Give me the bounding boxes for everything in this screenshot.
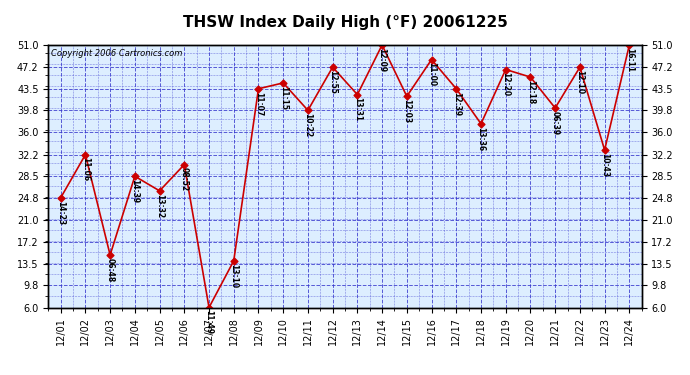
- Text: 12:39: 12:39: [452, 92, 461, 116]
- Text: 12:09: 12:09: [377, 48, 386, 72]
- Point: [451, 86, 462, 92]
- Text: 08:52: 08:52: [180, 167, 189, 192]
- Point: [277, 80, 288, 86]
- Point: [253, 86, 264, 92]
- Point: [129, 173, 140, 179]
- Text: 13:36: 13:36: [477, 126, 486, 151]
- Text: 11:06: 11:06: [81, 158, 90, 182]
- Text: 10:22: 10:22: [304, 113, 313, 137]
- Point: [624, 42, 635, 48]
- Point: [550, 105, 561, 111]
- Point: [574, 64, 585, 70]
- Point: [302, 107, 313, 113]
- Point: [154, 188, 165, 194]
- Text: 06:39: 06:39: [551, 111, 560, 135]
- Text: 06:48: 06:48: [106, 258, 115, 282]
- Text: 13:31: 13:31: [353, 98, 362, 122]
- Text: 13:10: 13:10: [229, 264, 238, 288]
- Text: 11:49: 11:49: [204, 310, 213, 334]
- Text: 16:11: 16:11: [625, 48, 634, 72]
- Point: [525, 74, 536, 80]
- Text: 13:32: 13:32: [155, 194, 164, 218]
- Text: 10:43: 10:43: [600, 153, 609, 177]
- Text: 12:03: 12:03: [402, 99, 411, 123]
- Text: 12:20: 12:20: [501, 72, 510, 96]
- Text: 11:00: 11:00: [427, 62, 436, 87]
- Point: [402, 93, 413, 99]
- Point: [327, 64, 338, 70]
- Point: [80, 152, 91, 157]
- Text: 12:55: 12:55: [328, 70, 337, 94]
- Point: [475, 121, 486, 127]
- Text: 12:18: 12:18: [526, 80, 535, 104]
- Point: [55, 195, 66, 201]
- Text: 11:07: 11:07: [254, 92, 263, 116]
- Point: [204, 304, 215, 310]
- Point: [599, 147, 610, 153]
- Text: 14:23: 14:23: [56, 201, 65, 225]
- Point: [105, 252, 116, 258]
- Point: [500, 66, 511, 72]
- Text: 11:15: 11:15: [279, 86, 288, 110]
- Text: Copyright 2006 Cartronics.com: Copyright 2006 Cartronics.com: [51, 49, 183, 58]
- Text: 12:10: 12:10: [575, 70, 584, 94]
- Point: [179, 162, 190, 168]
- Point: [352, 92, 363, 98]
- Point: [377, 42, 388, 48]
- Text: THSW Index Daily High (°F) 20061225: THSW Index Daily High (°F) 20061225: [183, 15, 507, 30]
- Point: [228, 258, 239, 264]
- Point: [426, 57, 437, 63]
- Text: 14:39: 14:39: [130, 179, 139, 203]
